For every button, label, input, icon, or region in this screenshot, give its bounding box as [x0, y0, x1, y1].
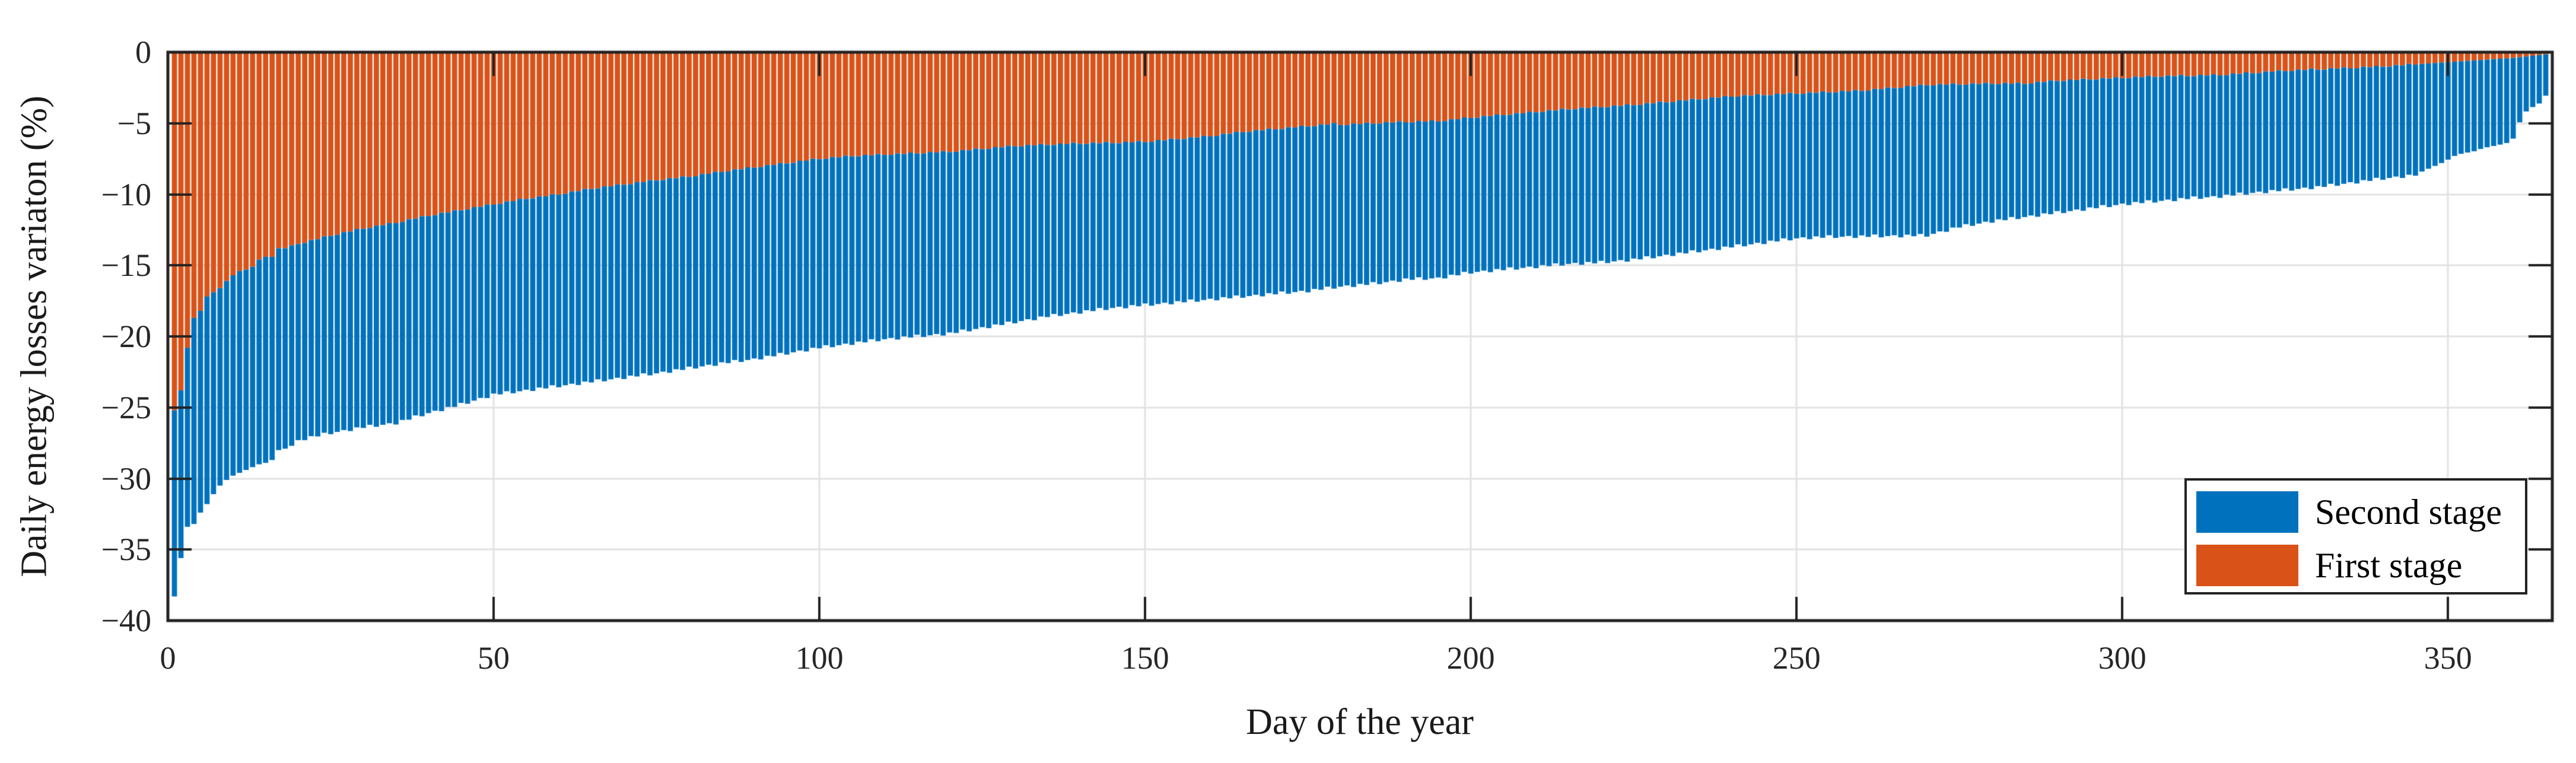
legend-label-first-stage: First stage	[2315, 546, 2463, 585]
y-tick-label: −35	[101, 532, 151, 568]
y-tick-label: −10	[101, 176, 151, 212]
x-tick-label: 150	[1121, 640, 1169, 676]
x-tick-label: 50	[478, 640, 510, 676]
y-tick-label: −20	[101, 319, 151, 354]
legend-item-second-stage: Second stage	[2196, 491, 2502, 533]
y-axis-label: Daily energy losses variaton (%)	[14, 96, 56, 577]
x-tick-label: 100	[795, 640, 844, 676]
y-tick-label: −25	[101, 389, 151, 425]
x-axis-label: Day of the year	[1246, 702, 1474, 742]
legend-item-first-stage: First stage	[2196, 545, 2462, 586]
y-axis-label-text: Daily energy losses variaton (%)	[14, 96, 55, 577]
y-tick-label: −30	[101, 460, 151, 497]
x-tick-label: 250	[1772, 640, 1821, 676]
y-tick-label: 0	[135, 34, 151, 70]
legend-swatch-first-stage	[2196, 545, 2298, 586]
legend-label-second-stage: Second stage	[2315, 492, 2502, 532]
x-tick-label: 200	[1446, 640, 1495, 676]
y-tick-label: −15	[101, 247, 151, 284]
y-tick-label: −5	[117, 105, 151, 141]
legend-swatch-second-stage	[2196, 491, 2298, 533]
y-tick-label: −40	[101, 603, 151, 638]
x-tick-label: 300	[2098, 640, 2146, 676]
x-tick-label: 0	[160, 640, 176, 676]
legend: Second stage First stage	[2184, 478, 2527, 594]
x-tick-label: 350	[2424, 640, 2472, 676]
